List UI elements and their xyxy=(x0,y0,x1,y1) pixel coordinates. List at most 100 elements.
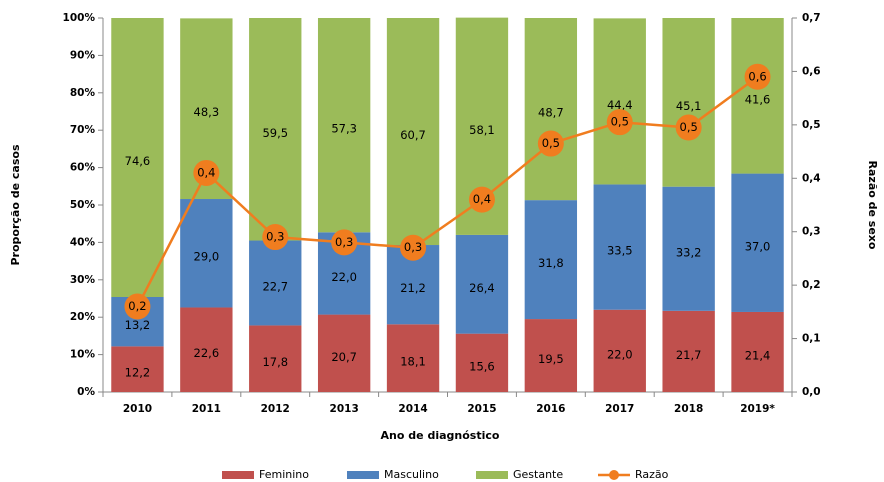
data-label: 0,4 xyxy=(473,192,491,206)
y-tick-label: 100% xyxy=(63,12,96,24)
bar xyxy=(455,333,509,392)
x-tick-label: 2018 xyxy=(674,403,703,415)
line-marker xyxy=(193,159,220,186)
bar xyxy=(111,18,164,298)
x-tick-label: 2011 xyxy=(192,403,221,415)
bar xyxy=(593,309,646,392)
data-label: 41,6 xyxy=(745,92,771,106)
bar xyxy=(524,18,578,201)
bar xyxy=(249,240,302,326)
data-label: 21,7 xyxy=(676,348,702,362)
y-tick-label: 10% xyxy=(70,349,96,361)
data-label: 0,5 xyxy=(680,120,698,134)
line-marker xyxy=(262,224,289,251)
y2-tick-label: 0,0 xyxy=(802,386,821,398)
data-label: 0,5 xyxy=(611,115,629,129)
data-label: 44,4 xyxy=(607,98,633,112)
legend-label: Gestante xyxy=(513,468,563,481)
data-label: 18,1 xyxy=(400,355,426,369)
data-label: 33,5 xyxy=(607,244,633,258)
line-marker xyxy=(400,234,427,261)
y2-tick-label: 0,6 xyxy=(802,65,821,77)
x-tick-label: 2017 xyxy=(605,403,634,415)
y2-tick-label: 0,7 xyxy=(802,12,821,24)
data-label: 0,3 xyxy=(404,240,422,254)
data-label: 58,1 xyxy=(469,123,495,137)
y-tick-label: 80% xyxy=(70,87,96,99)
bar xyxy=(662,310,715,392)
legend-label: Masculino xyxy=(384,468,439,481)
data-label: 21,4 xyxy=(745,348,771,362)
x-tick-label: 2013 xyxy=(330,403,359,415)
data-label: 59,5 xyxy=(262,126,288,140)
line-marker xyxy=(606,109,633,136)
line-marker xyxy=(744,63,771,90)
x-tick-label: 2019* xyxy=(740,403,775,415)
data-label: 45,1 xyxy=(676,99,702,113)
data-label: 48,7 xyxy=(538,106,564,120)
bar xyxy=(731,311,784,392)
data-label: 26,4 xyxy=(469,281,495,295)
y-tick-label: 0% xyxy=(77,386,95,398)
data-label: 60,7 xyxy=(400,128,426,142)
legend-swatch xyxy=(476,471,508,479)
bar xyxy=(593,18,646,185)
data-label: 37,0 xyxy=(745,239,771,253)
x-axis-label: Ano de diagnóstico xyxy=(381,429,500,442)
data-label: 48,3 xyxy=(194,105,220,119)
line-marker xyxy=(537,130,564,157)
bar xyxy=(662,18,715,187)
y2-axis-label: Razão de sexo xyxy=(866,161,879,250)
x-tick-label: 2015 xyxy=(467,403,496,415)
bar xyxy=(180,307,233,392)
data-label: 21,2 xyxy=(400,281,426,295)
bar xyxy=(524,200,578,320)
data-label: 13,2 xyxy=(125,318,151,332)
y-axis-label: Proporção de casos xyxy=(9,144,22,265)
y2-tick-label: 0,1 xyxy=(802,333,821,345)
line-marker xyxy=(331,229,358,256)
y-tick-label: 90% xyxy=(70,49,96,61)
data-label: 33,2 xyxy=(676,245,702,259)
y-tick-label: 20% xyxy=(70,311,96,323)
data-label: 19,5 xyxy=(538,352,564,366)
line-marker xyxy=(675,114,702,141)
data-label: 12,2 xyxy=(125,366,151,380)
y2-tick-label: 0,4 xyxy=(802,172,821,184)
y2-tick-label: 0,3 xyxy=(802,226,821,238)
data-label: 57,3 xyxy=(331,122,357,136)
bar xyxy=(731,18,784,174)
data-label: 0,6 xyxy=(748,69,766,83)
data-label: 22,0 xyxy=(607,347,633,361)
legend-swatch xyxy=(609,470,619,480)
data-label: 0,3 xyxy=(335,235,353,249)
bar xyxy=(386,324,440,392)
data-label: 29,0 xyxy=(194,250,220,264)
legend-swatch xyxy=(222,471,254,479)
bar xyxy=(317,314,371,392)
bar xyxy=(593,184,646,310)
legend-swatch xyxy=(347,471,379,479)
y2-tick-label: 0,5 xyxy=(802,119,821,131)
data-label: 31,8 xyxy=(538,256,564,270)
bar xyxy=(386,18,440,246)
data-label: 0,5 xyxy=(542,136,560,150)
bar xyxy=(731,173,784,312)
data-label: 0,3 xyxy=(266,230,284,244)
data-label: 22,7 xyxy=(262,279,288,293)
y-tick-label: 40% xyxy=(70,236,96,248)
x-tick-label: 2016 xyxy=(536,403,565,415)
y-tick-label: 50% xyxy=(70,199,96,211)
y-tick-label: 70% xyxy=(70,124,96,136)
data-label: 0,2 xyxy=(128,299,146,313)
y-tick-label: 30% xyxy=(70,274,96,286)
data-label: 15,6 xyxy=(469,359,495,373)
legend-label: Razão xyxy=(635,468,669,481)
bar xyxy=(455,234,509,334)
data-label: 22,6 xyxy=(194,346,220,360)
line-marker xyxy=(468,186,495,213)
data-label: 0,4 xyxy=(197,165,215,179)
bar xyxy=(111,346,164,392)
bar xyxy=(317,18,371,233)
